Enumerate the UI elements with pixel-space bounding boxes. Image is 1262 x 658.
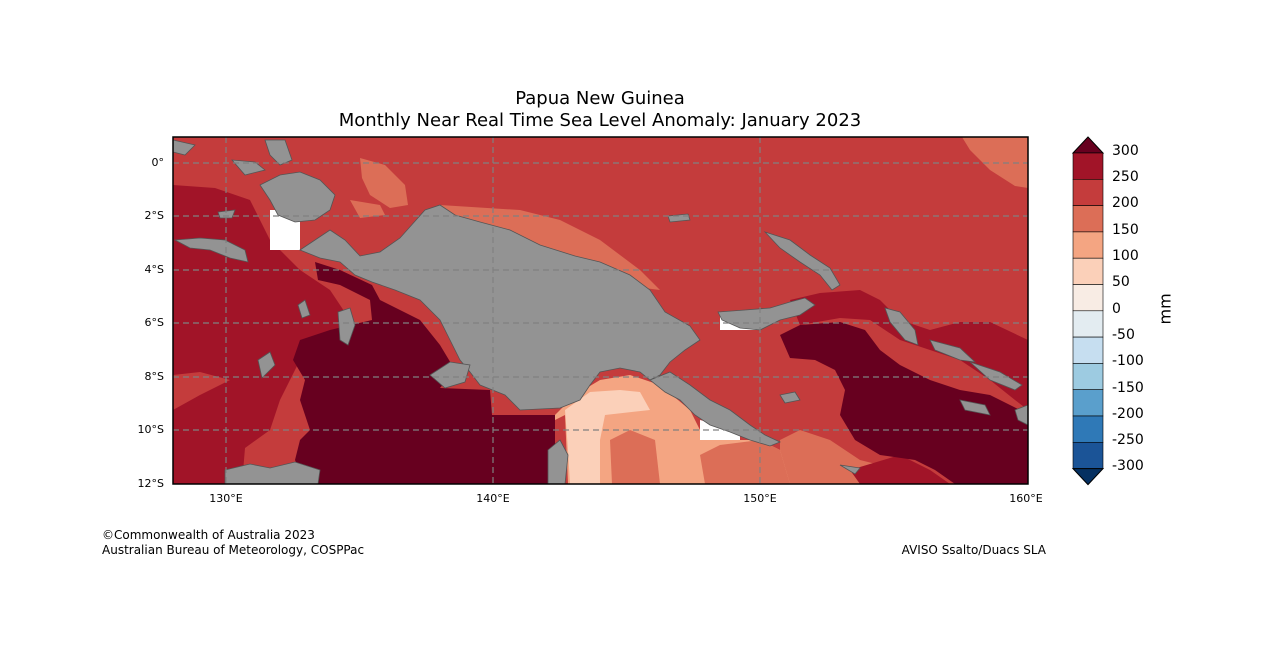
colorbar-band <box>1072 179 1104 206</box>
colorbar-label: 100 <box>1112 248 1139 264</box>
colorbar-label: 150 <box>1112 222 1139 238</box>
dentrecasteaux-islands <box>779 391 801 404</box>
colorbar-band <box>1072 231 1104 259</box>
map-subtitle: Monthly Near Real Time Sea Level Anomaly… <box>338 110 862 131</box>
tanimbar-islands <box>257 351 276 379</box>
map-plot-area <box>173 137 1028 484</box>
halmahera-island <box>173 139 196 156</box>
lon-tick-label: 130°E <box>209 492 243 505</box>
colorbar-label: 300 <box>1112 143 1139 159</box>
anomaly-band-250-300-east <box>790 290 1028 410</box>
colorbar-band <box>1072 415 1104 443</box>
colorbar-band <box>1072 284 1104 312</box>
map-title: Papua New Guinea <box>515 88 685 109</box>
anomaly-band-250-300-southeast <box>850 455 950 484</box>
new-guinea-island <box>299 204 701 411</box>
cape-york-peninsula <box>547 439 569 484</box>
lon-tick-label: 140°E <box>476 492 510 505</box>
colorbar-label: -200 <box>1112 406 1144 422</box>
lat-tick-label: 0° <box>151 156 165 169</box>
colorbar-band <box>1072 389 1104 417</box>
colorbar <box>1071 136 1105 486</box>
colorbar-label: 0 <box>1112 301 1121 317</box>
colorbar-band <box>1072 336 1104 364</box>
louisiade-archipelago <box>839 464 861 475</box>
colorbar-label: 50 <box>1112 274 1130 290</box>
frederik-hendrik-island <box>429 361 471 389</box>
graticule <box>173 137 1028 484</box>
lon-tick-label: 150°E <box>743 492 777 505</box>
lat-tick-label: 10°S <box>137 423 164 436</box>
land-masses <box>173 139 1028 484</box>
colorbar-band <box>1072 363 1104 390</box>
new-britain-island <box>717 297 816 331</box>
lon-tick-label: 160°E <box>1009 492 1043 505</box>
papuan-peninsula <box>649 371 782 447</box>
colorbar-label: -100 <box>1112 353 1144 369</box>
kai-islands <box>297 299 311 319</box>
colorbar-extension-min <box>1071 468 1105 486</box>
anomaly-band-250-300-west <box>173 185 350 484</box>
anomaly-band-above-300-arafura <box>293 262 555 484</box>
colorbar-band <box>1072 310 1104 338</box>
agency-text: Australian Bureau of Meteorology, COSPPa… <box>102 543 365 557</box>
colorbar-label: -250 <box>1112 432 1144 448</box>
colorbar-label: -300 <box>1112 458 1144 474</box>
colorbar-label: -150 <box>1112 380 1144 396</box>
solomon-islands-malaita <box>1014 404 1028 426</box>
copyright-text: ©Commonwealth of Australia 2023 <box>102 528 315 542</box>
lat-tick-label: 8°S <box>144 370 164 383</box>
new-ireland-island <box>763 231 841 291</box>
birds-head-peninsula <box>259 171 336 223</box>
colorbar-band <box>1072 441 1104 469</box>
anomaly-band-150-200-small <box>350 200 385 218</box>
colorbar-label: 250 <box>1112 169 1139 185</box>
colorbar-extension-max <box>1071 136 1105 154</box>
seram-island <box>173 237 249 263</box>
data-source-text: AVISO Ssalto/Duacs SLA <box>901 543 1046 557</box>
colorbar-unit: mm <box>1155 293 1175 325</box>
anomaly-band-above-300-east <box>780 322 1028 484</box>
anomaly-band-150-200-south <box>610 430 660 484</box>
timor-and-northern-australia <box>224 461 321 484</box>
colorbar-band <box>1072 205 1104 233</box>
map-frame <box>172 136 1029 485</box>
colorbar-band <box>1072 152 1104 180</box>
anomaly-band-50-100-south <box>565 390 650 484</box>
anomaly-band-150-200-north-islands <box>360 158 408 208</box>
lat-tick-label: 4°S <box>144 263 164 276</box>
colorbar-label: 200 <box>1112 195 1139 211</box>
lat-tick-label: 12°S <box>137 477 164 490</box>
solomon-islands-choiseul <box>929 339 977 363</box>
bougainville-island <box>884 307 919 346</box>
aru-islands <box>337 307 356 346</box>
lat-tick-label: 6°S <box>144 316 164 329</box>
solomon-islands-guadalcanal <box>959 399 991 416</box>
colorbar-band <box>1072 257 1104 285</box>
lat-tick-label: 2°S <box>144 209 164 222</box>
buru-island <box>217 209 236 219</box>
waigeo-island <box>231 159 266 176</box>
colorbar-label: -50 <box>1112 327 1135 343</box>
anomaly-band-150-200-coralsea <box>700 440 790 484</box>
